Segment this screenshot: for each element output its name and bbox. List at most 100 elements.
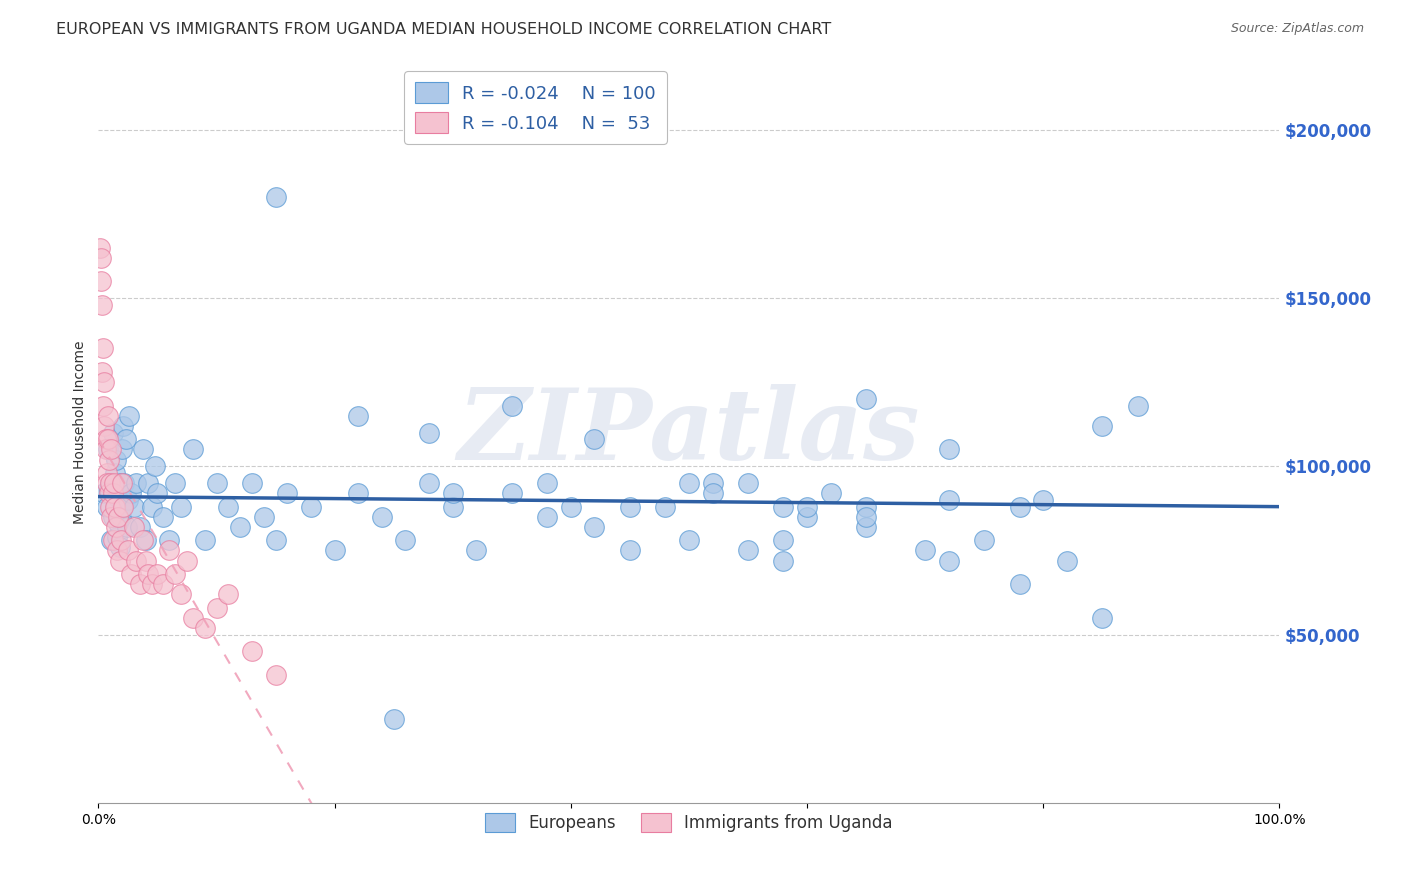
Point: [157, 533, 180, 548]
Point: [98, 452, 121, 467]
Point: [136, 566, 159, 581]
Point: [141, 500, 163, 514]
Point: [105, 543, 128, 558]
Point: [205, 600, 228, 615]
Point: [820, 486, 842, 500]
Point: [101, 486, 124, 500]
Point: [465, 543, 488, 558]
Point: [347, 486, 370, 500]
Point: [772, 553, 794, 567]
Point: [619, 543, 641, 558]
Point: [118, 409, 141, 423]
Point: [108, 540, 131, 554]
Point: [117, 543, 139, 558]
Point: [152, 509, 174, 524]
Point: [93, 418, 115, 433]
Point: [702, 486, 724, 500]
Point: [125, 553, 148, 567]
Point: [181, 442, 204, 457]
Point: [240, 476, 263, 491]
Point: [176, 553, 198, 567]
Point: [96, 466, 118, 480]
Point: [105, 500, 128, 514]
Point: [111, 476, 134, 491]
Legend: Europeans, Immigrants from Uganda: Europeans, Immigrants from Uganda: [478, 806, 900, 838]
Point: [105, 490, 128, 504]
Point: [94, 442, 117, 457]
Point: [1091, 610, 1114, 624]
Point: [855, 500, 877, 514]
Point: [323, 543, 346, 558]
Point: [371, 509, 394, 524]
Point: [1126, 399, 1149, 413]
Point: [441, 500, 464, 514]
Point: [1008, 500, 1031, 514]
Point: [772, 500, 794, 514]
Point: [157, 543, 180, 558]
Point: [103, 486, 125, 500]
Point: [112, 500, 135, 514]
Point: [117, 492, 139, 507]
Point: [146, 566, 169, 581]
Point: [583, 520, 606, 534]
Point: [91, 365, 114, 379]
Point: [108, 476, 131, 491]
Point: [135, 533, 157, 548]
Point: [152, 577, 174, 591]
Point: [105, 530, 128, 544]
Point: [194, 621, 217, 635]
Point: [299, 500, 322, 514]
Point: [264, 190, 287, 204]
Point: [240, 644, 263, 658]
Point: [104, 500, 127, 514]
Point: [914, 543, 936, 558]
Point: [93, 375, 115, 389]
Point: [441, 486, 464, 500]
Point: [100, 509, 122, 524]
Point: [107, 509, 129, 524]
Point: [125, 476, 148, 491]
Point: [110, 533, 132, 548]
Point: [1032, 492, 1054, 507]
Point: [394, 533, 416, 548]
Point: [98, 486, 121, 500]
Point: [132, 442, 155, 457]
Point: [97, 409, 120, 423]
Point: [217, 587, 239, 601]
Point: [165, 566, 187, 581]
Point: [501, 399, 523, 413]
Point: [101, 533, 124, 548]
Point: [194, 533, 217, 548]
Point: [96, 476, 118, 491]
Point: [90, 251, 112, 265]
Point: [100, 533, 122, 548]
Point: [132, 533, 155, 548]
Point: [796, 509, 818, 524]
Text: ZIPatlas: ZIPatlas: [458, 384, 920, 481]
Point: [253, 509, 276, 524]
Point: [382, 712, 405, 726]
Point: [103, 476, 125, 491]
Point: [702, 476, 724, 491]
Text: EUROPEAN VS IMMIGRANTS FROM UGANDA MEDIAN HOUSEHOLD INCOME CORRELATION CHART: EUROPEAN VS IMMIGRANTS FROM UGANDA MEDIA…: [56, 22, 831, 37]
Point: [678, 476, 700, 491]
Text: Source: ZipAtlas.com: Source: ZipAtlas.com: [1230, 22, 1364, 36]
Point: [205, 476, 228, 491]
Point: [96, 500, 118, 514]
Y-axis label: Median Household Income: Median Household Income: [73, 341, 87, 524]
Point: [619, 500, 641, 514]
Point: [501, 486, 523, 500]
Point: [560, 500, 582, 514]
Point: [115, 520, 138, 534]
Point: [772, 533, 794, 548]
Point: [536, 509, 558, 524]
Point: [796, 500, 818, 514]
Point: [973, 533, 995, 548]
Point: [101, 509, 124, 524]
Point: [108, 553, 131, 567]
Point: [136, 476, 159, 491]
Point: [165, 476, 187, 491]
Point: [855, 509, 877, 524]
Point: [110, 509, 132, 524]
Point: [98, 483, 121, 497]
